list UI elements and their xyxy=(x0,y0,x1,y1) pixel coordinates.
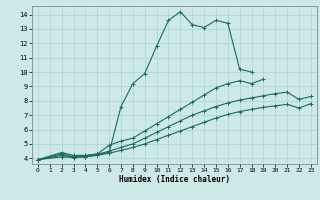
X-axis label: Humidex (Indice chaleur): Humidex (Indice chaleur) xyxy=(119,175,230,184)
